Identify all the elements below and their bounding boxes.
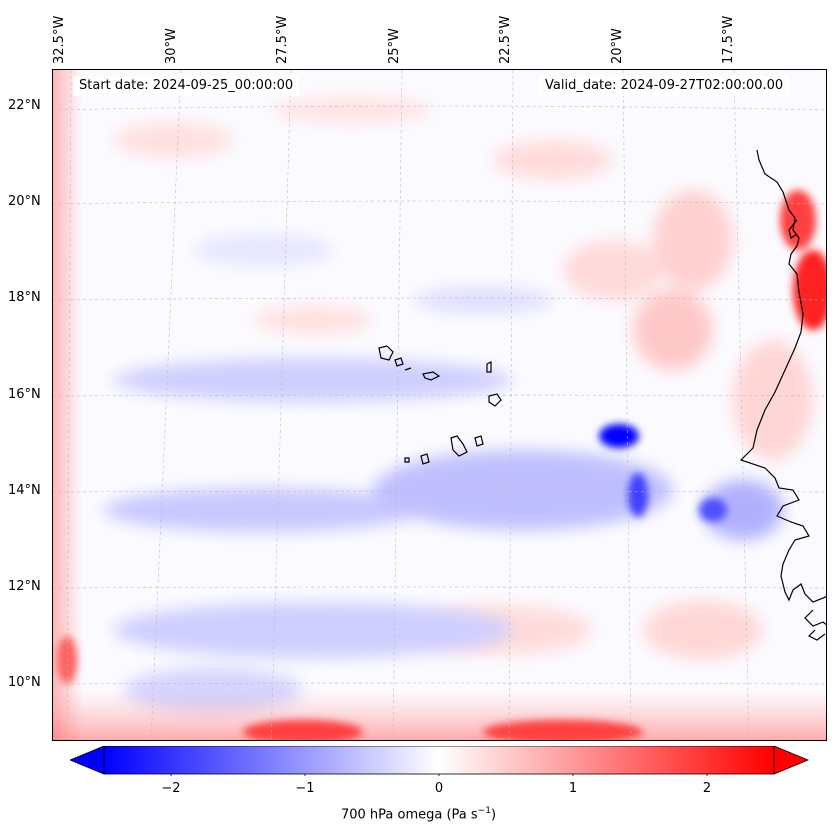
field-texture bbox=[113, 96, 813, 660]
omega-map bbox=[52, 69, 827, 741]
colorbar bbox=[70, 746, 810, 776]
lat-label-22n: 22°N bbox=[8, 98, 41, 113]
colorbar-tick: 1 bbox=[568, 781, 578, 796]
lon-label-17-5w: 17.5°W bbox=[721, 15, 736, 64]
cape-verde-islands bbox=[378, 345, 502, 465]
graticule bbox=[53, 70, 826, 740]
lat-label-18n: 18°N bbox=[8, 290, 41, 305]
lat-label-14n: 14°N bbox=[8, 483, 41, 498]
lat-label-10n: 10°N bbox=[8, 675, 41, 690]
lat-label-12n: 12°N bbox=[8, 579, 41, 594]
colorbar-tick: 0 bbox=[434, 781, 444, 796]
colorbar-min-extend bbox=[70, 746, 105, 775]
lon-label-25w: 25°W bbox=[387, 28, 402, 64]
updraft-core bbox=[599, 424, 727, 522]
lon-label-30w: 30°W bbox=[164, 28, 179, 64]
omega-field bbox=[53, 70, 826, 740]
blue-bands bbox=[103, 358, 783, 712]
valid-date-label: Valid_date: 2024-09-27T02:00:00.00 bbox=[539, 76, 790, 96]
colorbar-max-extend bbox=[773, 746, 810, 775]
start-date-label: Start date: 2024-09-25_00:00:00 bbox=[73, 76, 300, 96]
lat-label-16n: 16°N bbox=[8, 387, 41, 402]
coastline bbox=[739, 149, 826, 641]
lat-label-20n: 20°N bbox=[8, 194, 41, 209]
lon-label-27-5w: 27.5°W bbox=[275, 15, 290, 64]
colorbar-label: 700 hPa omega (Pa s−1) bbox=[340, 806, 497, 823]
colorbar-tick: 2 bbox=[702, 781, 712, 796]
colorbar-tick: −1 bbox=[295, 781, 315, 796]
colorbar-gradient bbox=[103, 746, 775, 775]
lon-label-22-5w: 22.5°W bbox=[498, 15, 513, 64]
colorbar-tick: −2 bbox=[161, 781, 181, 796]
lon-label-32-5w: 32.5°W bbox=[52, 15, 67, 64]
lon-label-20w: 20°W bbox=[610, 28, 625, 64]
